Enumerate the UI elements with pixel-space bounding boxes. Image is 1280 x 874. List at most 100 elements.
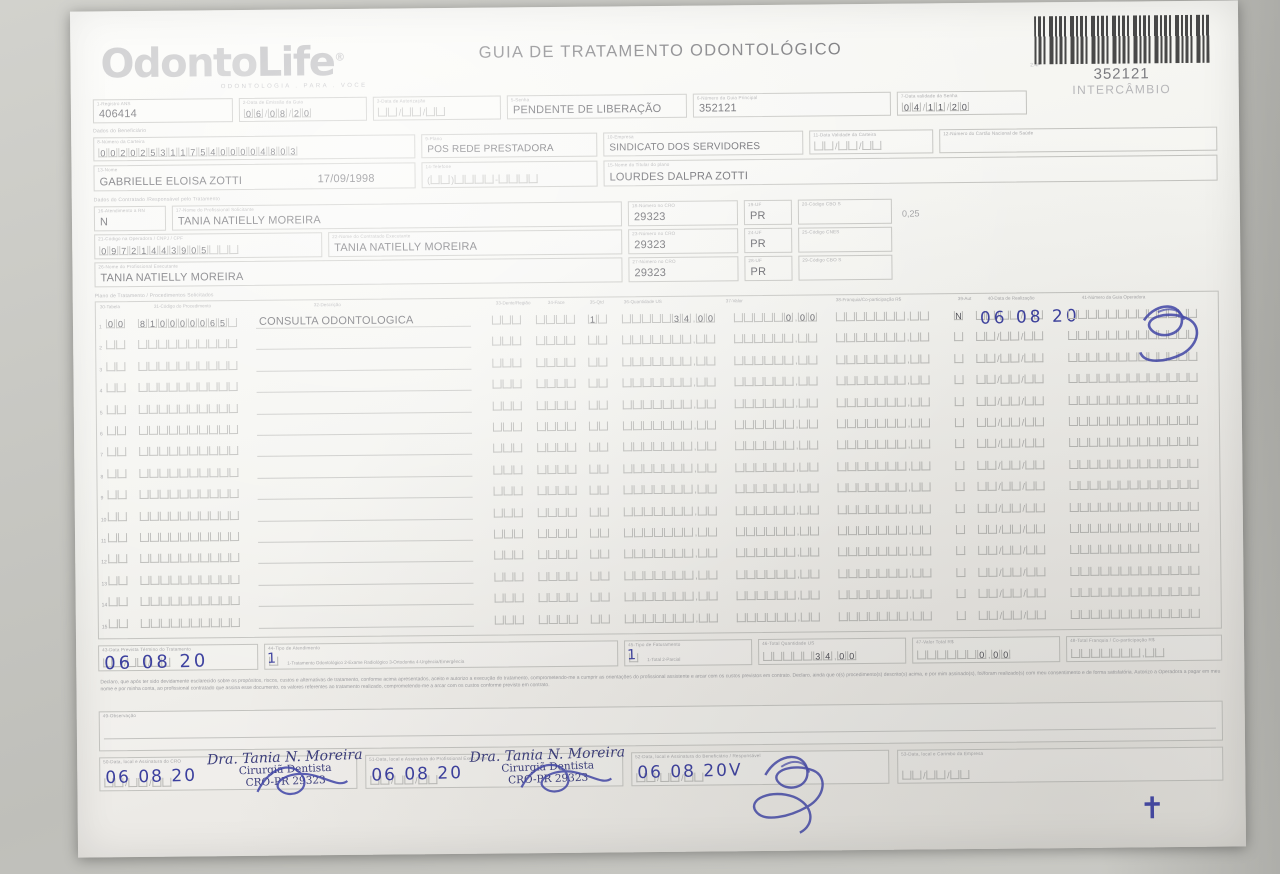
cell-tabela[interactable]: [106, 361, 126, 372]
cell-guia-operadora[interactable]: [1069, 522, 1200, 534]
cell-tabela[interactable]: [107, 447, 127, 457]
cell-aut[interactable]: [955, 439, 965, 449]
cell-face[interactable]: [538, 614, 579, 624]
cell-valor[interactable]: ,: [735, 505, 820, 515]
cell-codigo[interactable]: [139, 467, 239, 478]
cell-dente[interactable]: [492, 422, 523, 432]
cell-tabela[interactable]: [108, 597, 129, 607]
cell-aut[interactable]: [954, 418, 965, 428]
cell-qtd-us[interactable]: ,: [622, 334, 716, 345]
cell-qtd-us[interactable]: ,: [623, 506, 718, 516]
cell-guia-operadora[interactable]: [1068, 351, 1198, 362]
cell-dente[interactable]: [492, 358, 522, 368]
cell-franquia[interactable]: ,: [836, 375, 931, 386]
cell-codigo[interactable]: [140, 596, 241, 607]
cell-dente[interactable]: [492, 336, 522, 346]
cell-qtd-us[interactable]: ,: [623, 484, 718, 495]
cell-qtd-us[interactable]: ,: [623, 441, 717, 452]
cell-dente[interactable]: [494, 572, 524, 582]
cell-aut[interactable]: [954, 353, 964, 363]
signature-box-company[interactable]: 53-Data, local e Carimbo da Empresa / /: [897, 746, 1224, 784]
field-cbo-solicitante[interactable]: 20-Código CBO S: [797, 198, 893, 225]
cell-valor[interactable]: ,: [735, 440, 819, 451]
cell-face[interactable]: [535, 314, 576, 325]
cell-guia-operadora[interactable]: [1068, 415, 1199, 427]
cell-aut[interactable]: [955, 460, 965, 470]
cell-face[interactable]: [537, 485, 578, 496]
field-numero-guia-principal[interactable]: 6-Número da Guia Principal 352121: [692, 91, 892, 118]
field-senha[interactable]: 5-Senha PENDENTE DE LIBERAÇÃO: [506, 93, 688, 120]
procedures-table[interactable]: 30-Tabela 31-Código do Procedimento 32-D…: [94, 290, 1222, 640]
cell-data-realizacao[interactable]: / /: [978, 609, 1047, 620]
cell-dente[interactable]: [494, 614, 525, 625]
cell-tabela[interactable]: [107, 511, 128, 521]
cell-valor[interactable]: ,: [734, 333, 818, 344]
cell-guia-operadora[interactable]: [1069, 437, 1199, 448]
field-nome-titular[interactable]: 15-Nome do Titular do plano LOURDES DALP…: [603, 154, 1218, 187]
field-data-autorizacao[interactable]: 3-Data de Autorização / /: [372, 95, 502, 121]
cell-guia-operadora[interactable]: [1070, 586, 1201, 598]
cell-valor[interactable]: ,: [734, 419, 819, 430]
cell-qtd[interactable]: [588, 357, 608, 367]
cell-guia-operadora[interactable]: [1069, 501, 1200, 512]
cell-codigo[interactable]: [139, 489, 240, 500]
cell-guia-operadora[interactable]: [1070, 608, 1201, 619]
cell-aut[interactable]: [956, 589, 967, 599]
field-empresa[interactable]: 10-Empresa SINDICATO DOS SERVIDORES: [603, 130, 804, 157]
field-registro-ans[interactable]: 1-Registro ANS 406414: [92, 98, 234, 124]
cell-aut[interactable]: [954, 332, 964, 342]
cell-franquia[interactable]: ,: [836, 418, 931, 429]
cell-codigo[interactable]: [139, 510, 240, 521]
field-cro-profissional[interactable]: 27-Número no CRO 29323: [628, 256, 739, 283]
cell-valor[interactable]: ,: [734, 376, 819, 387]
cell-valor[interactable]: ,: [735, 462, 819, 472]
cell-valor[interactable]: ,: [734, 355, 818, 365]
cell-data-realizacao[interactable]: / /: [976, 417, 1045, 428]
field-cro-executante[interactable]: 23-Número no CRO 29323: [628, 228, 739, 255]
cell-qtd[interactable]: [589, 507, 610, 517]
cell-tabela[interactable]: [107, 468, 127, 479]
field-cnes[interactable]: 25-Código CNES: [798, 226, 893, 253]
cell-qtd-us[interactable]: ,: [624, 570, 718, 580]
cell-face[interactable]: [536, 378, 577, 389]
cell-qtd[interactable]: [590, 614, 611, 624]
cell-guia-operadora[interactable]: [1070, 565, 1200, 576]
cell-qtd-us[interactable]: ,: [623, 527, 718, 538]
cell-qtd[interactable]: 1: [587, 314, 608, 325]
cell-guia-operadora[interactable]: [1069, 480, 1200, 491]
cell-qtd-us[interactable]: ,: [622, 356, 716, 366]
cell-face[interactable]: [537, 443, 577, 453]
cell-dente[interactable]: [493, 507, 524, 518]
cell-data-realizacao[interactable]: / /: [978, 588, 1047, 599]
cell-aut[interactable]: [956, 567, 966, 577]
cell-data-realizacao[interactable]: / /: [978, 567, 1046, 578]
cell-qtd[interactable]: [588, 378, 609, 388]
card-validity-comb[interactable]: / /: [814, 140, 882, 151]
cell-franquia[interactable]: ,: [836, 396, 931, 407]
field-tipo-atendimento[interactable]: 44-Tipo de Atendimento 1-Tratamento Odon…: [264, 640, 619, 670]
total-franchise-comb[interactable]: ,: [1071, 648, 1165, 658]
cell-franquia[interactable]: ,: [838, 589, 933, 600]
cell-codigo[interactable]: [140, 617, 241, 628]
cell-face[interactable]: [536, 336, 576, 346]
cell-franquia[interactable]: ,: [838, 568, 932, 578]
phone-comb[interactable]: () -: [427, 174, 539, 185]
cell-valor[interactable]: ,: [734, 398, 819, 408]
cell-qtd[interactable]: [590, 592, 611, 602]
cell-franquia[interactable]: ,: [837, 482, 932, 493]
field-tipo-faturamento[interactable]: 45-Tipo de Faturamento 1-Total 2-Parcial: [624, 639, 753, 667]
field-total-franquia[interactable]: 48-Total Franquia / Co-participação R$ ,: [1066, 634, 1223, 663]
cell-aut[interactable]: [956, 610, 967, 620]
field-observacao[interactable]: 49-Observação: [98, 700, 1224, 752]
cell-guia-operadora[interactable]: [1069, 458, 1199, 469]
cell-qtd[interactable]: [588, 400, 609, 410]
cell-data-realizacao[interactable]: / /: [977, 524, 1046, 535]
date-comb-autorizacao[interactable]: / /: [377, 107, 446, 117]
cell-qtd[interactable]: [590, 571, 610, 581]
cell-tabela[interactable]: [108, 618, 129, 628]
cell-data-realizacao[interactable]: / /: [978, 545, 1046, 556]
cell-codigo[interactable]: [138, 425, 239, 435]
cell-codigo[interactable]: [139, 446, 239, 457]
